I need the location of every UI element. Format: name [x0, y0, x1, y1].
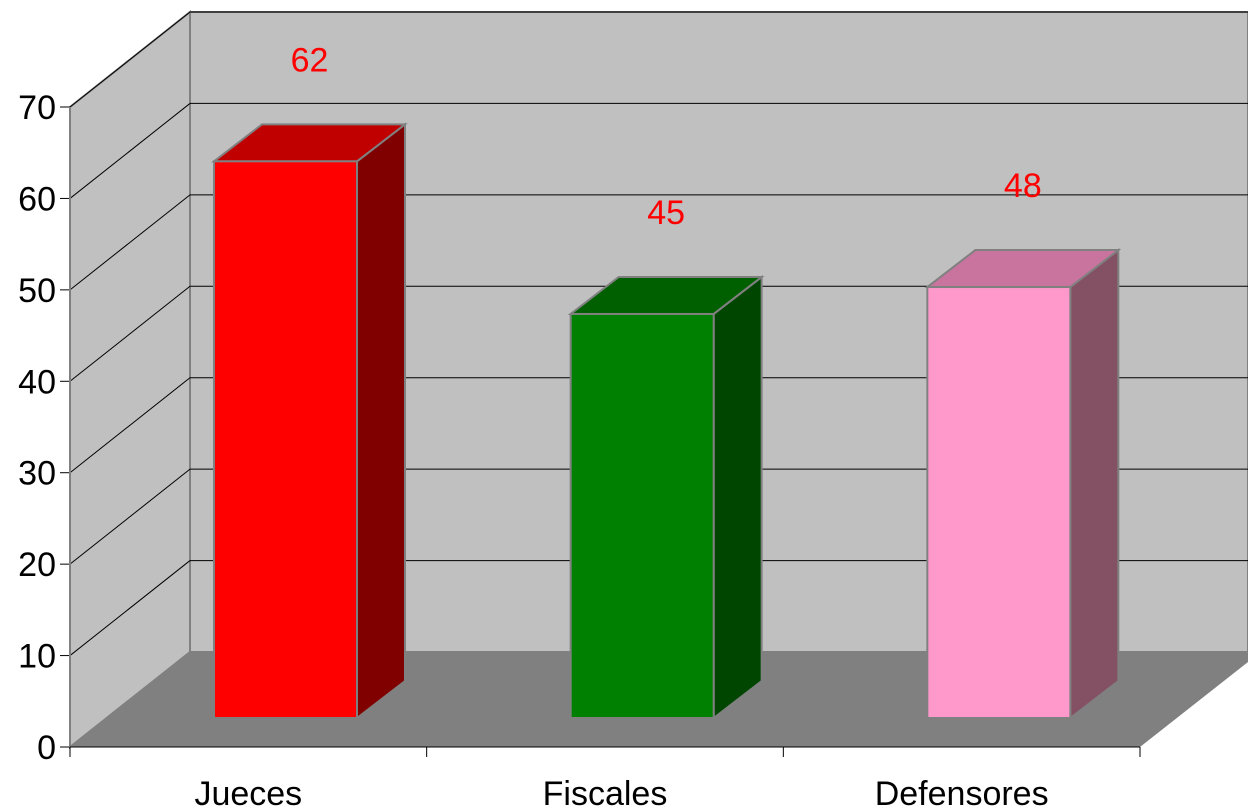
- y-tick-label: 10: [18, 638, 56, 676]
- y-tick-label: 40: [18, 363, 56, 401]
- y-tick-label: 0: [37, 729, 56, 767]
- gridline-side: [69, 285, 191, 382]
- side-wall: [69, 9, 191, 750]
- y-tick-label: 70: [18, 89, 56, 127]
- gridline-side: [69, 194, 191, 291]
- bar-jueces: [213, 160, 358, 719]
- bar-side: [1069, 248, 1120, 721]
- bar-defensores: [926, 286, 1072, 719]
- gridline-side: [69, 11, 191, 108]
- y-tick-label: 30: [18, 455, 56, 493]
- x-tick-label: Fiscales: [543, 775, 668, 810]
- gridline-side: [69, 560, 191, 656]
- gridline-side: [69, 468, 191, 565]
- data-label: 62: [291, 41, 329, 79]
- bar-side: [712, 274, 763, 721]
- gridline-side: [69, 103, 191, 199]
- y-tick-label: 20: [18, 546, 56, 584]
- gridline-side: [69, 377, 191, 474]
- data-label: 45: [647, 194, 685, 232]
- y-tick-label: 60: [18, 180, 56, 218]
- bar-fiscales: [569, 312, 715, 719]
- bar-side: [356, 122, 406, 721]
- y-tick-label: 50: [18, 272, 56, 310]
- x-tick-label: Jueces: [194, 775, 302, 810]
- data-label: 48: [1004, 167, 1042, 205]
- x-tick-label: Defensores: [875, 775, 1049, 810]
